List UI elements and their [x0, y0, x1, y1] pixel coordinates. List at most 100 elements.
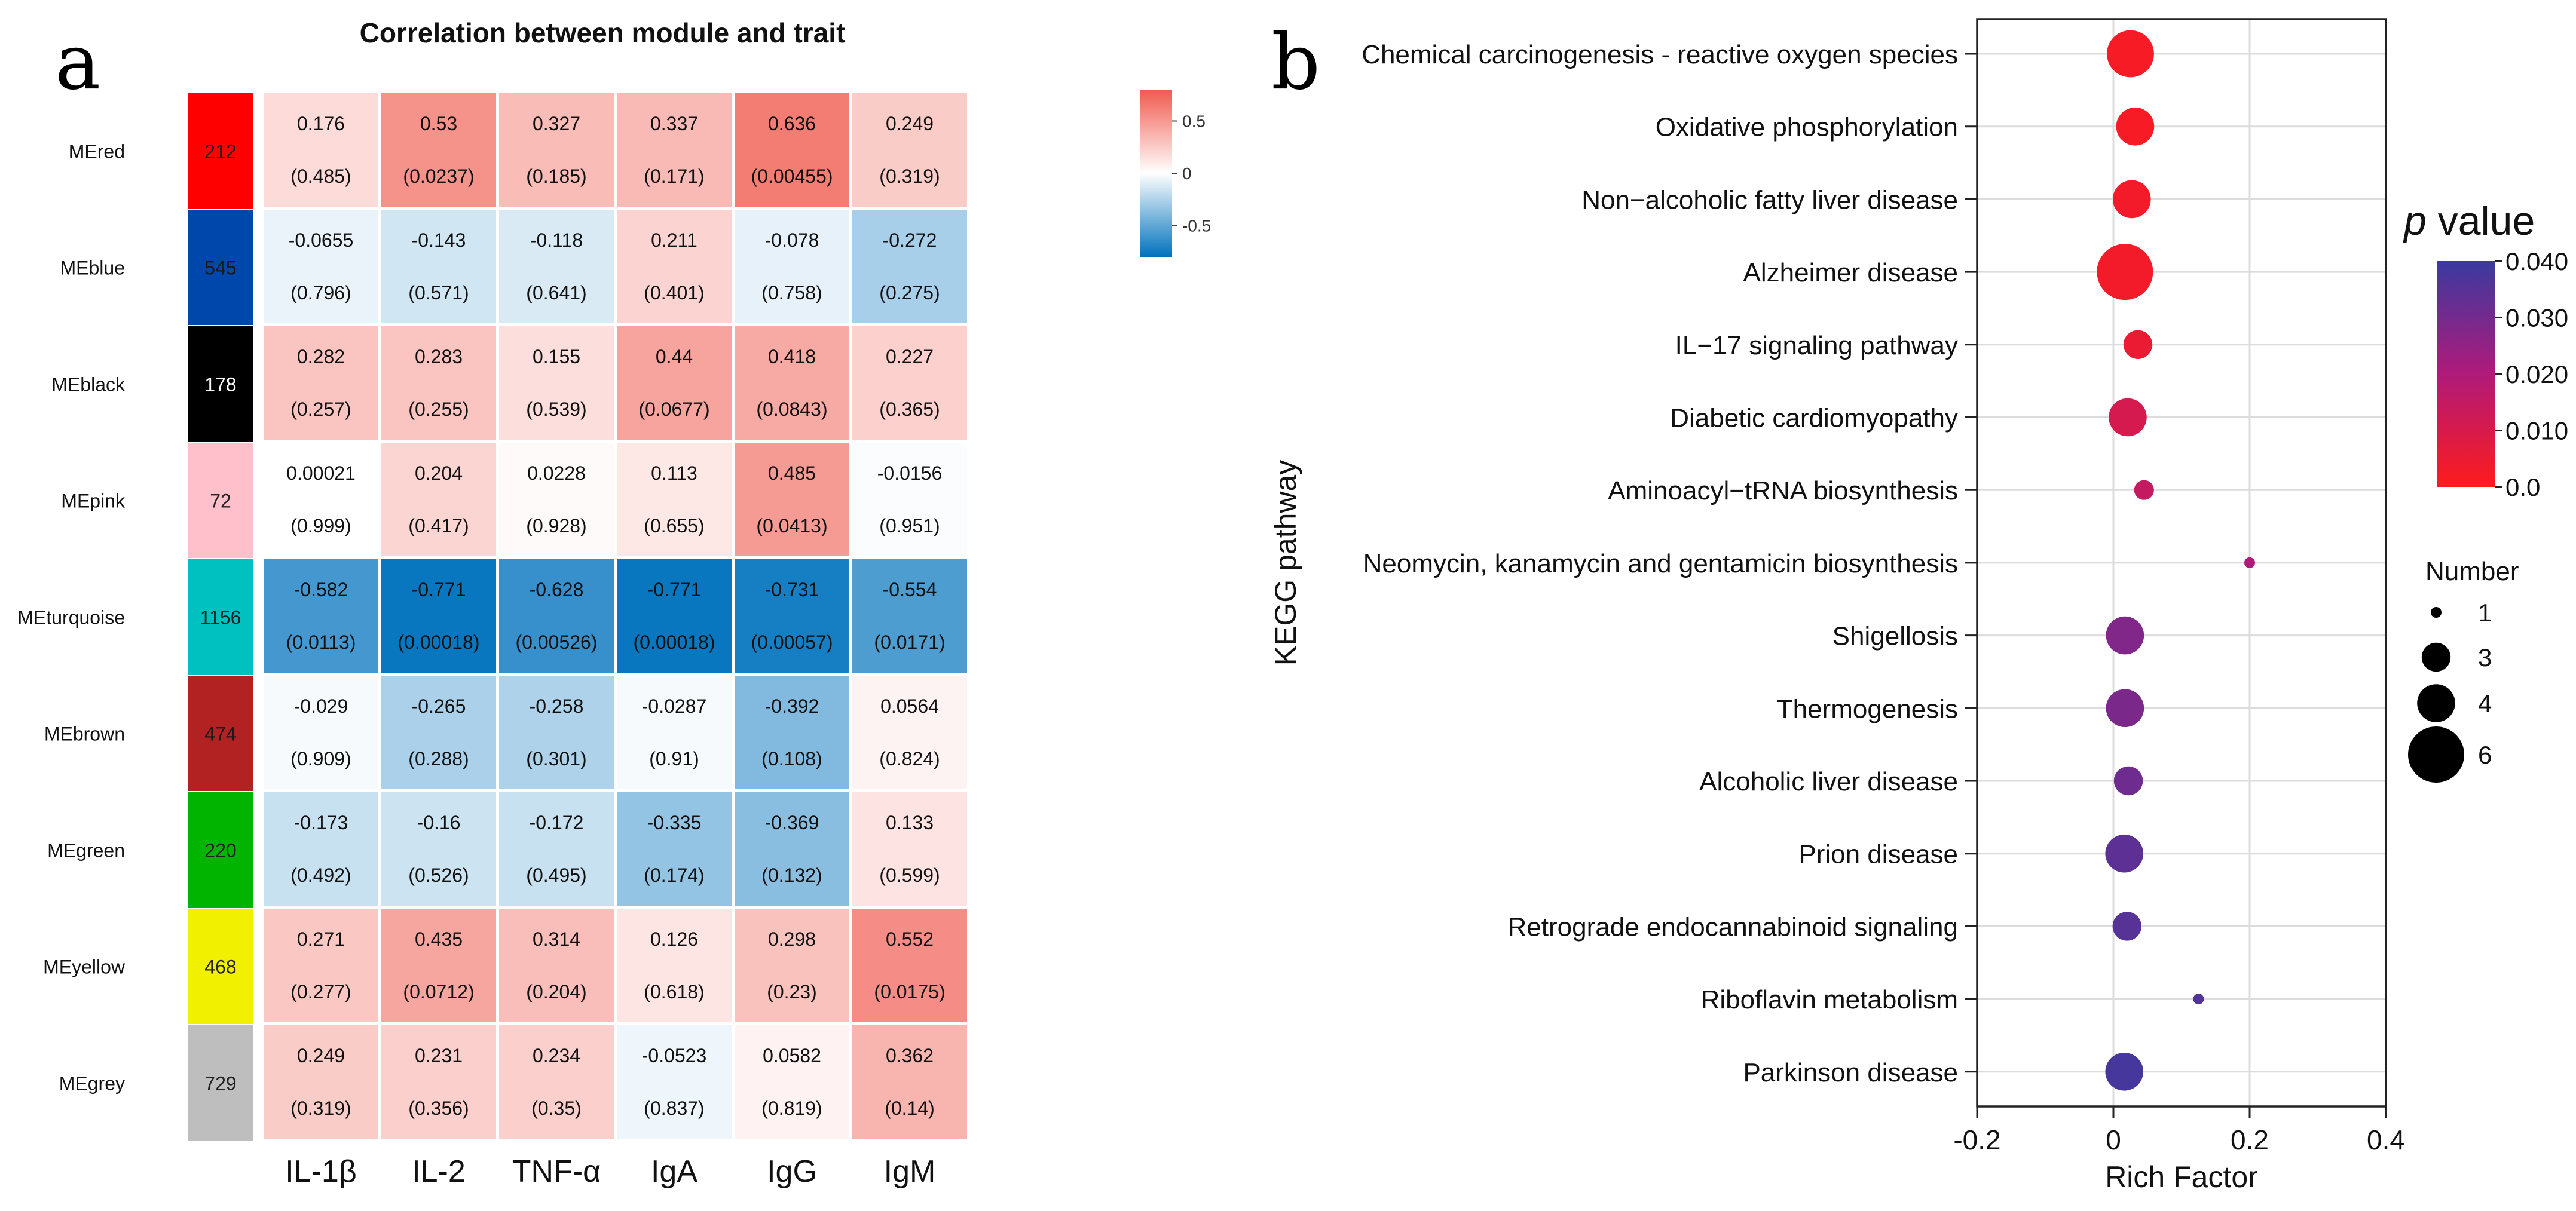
cell-correlation: 0.113: [651, 462, 697, 484]
heatmap-cell: [381, 792, 496, 906]
cell-correlation: 0.271: [297, 928, 345, 950]
cell-correlation: 0.552: [886, 928, 934, 950]
heatmap-title: Correlation between module and trait: [360, 17, 846, 48]
trait-label: IgA: [651, 1154, 697, 1189]
heatmap-cells: 0.176 (0.485) 0.53 (0.0237) 0.327 (0.185) 0.33…: [264, 93, 967, 1139]
panel-label-b: b: [1271, 18, 1320, 107]
module-color-bars: MEred 212 MEblue 545 MEblack 178 MEpink 72 MEtur…: [17, 93, 253, 1141]
cell-p-value: (0.356): [408, 1097, 469, 1119]
heatmap-cell: [852, 210, 967, 323]
module-gene-count: 212: [204, 141, 236, 163]
cell-correlation: 0.211: [651, 229, 697, 251]
module-gene-count: 474: [204, 723, 236, 745]
heatmap-cell: [499, 1025, 614, 1139]
heatmap-cell: [617, 210, 732, 323]
p-value-legend: p value 0.040 0.030 0.020 0.010 0.0: [2403, 198, 2568, 501]
heatmap-cell: [264, 559, 378, 673]
cell-correlation: 0.327: [533, 113, 580, 134]
heatmap-cell: [735, 909, 849, 1022]
cell-p-value: (0.204): [526, 981, 586, 1002]
cell-p-value: (0.0113): [286, 631, 356, 653]
heatmap-cell: [381, 443, 496, 556]
heatmap-cell: [852, 792, 967, 906]
pathway-label: Alzheimer disease: [1743, 258, 1959, 287]
cell-p-value: (0.0413): [756, 515, 827, 536]
heatmap-cell: [499, 93, 614, 207]
pathway-label: Diabetic cardiomyopathy: [1670, 404, 1958, 433]
cell-correlation: 0.231: [415, 1045, 463, 1066]
cell-correlation: 0.176: [297, 113, 345, 134]
correlation-colorbar: 0.5 0 -0.5: [1140, 90, 1211, 257]
heatmap-cell: [617, 559, 732, 673]
cell-p-value: (0.526): [408, 864, 469, 886]
cell-correlation: 0.227: [886, 346, 934, 367]
module-color-swatch: [188, 326, 253, 442]
pathway-label: Non−alcoholic fatty liver disease: [1581, 185, 1958, 214]
pathway-bubble: [2116, 107, 2155, 146]
module-name: MEbrown: [44, 723, 125, 745]
cell-correlation: -0.143: [412, 229, 466, 251]
heatmap-cell: [852, 909, 967, 1022]
cell-correlation: -0.369: [765, 812, 819, 833]
cell-p-value: (0.174): [644, 864, 704, 886]
cell-correlation: 0.283: [415, 346, 463, 367]
module-name: MEyellow: [43, 956, 126, 978]
cell-p-value: (0.401): [644, 282, 704, 303]
heatmap-cell: [852, 326, 967, 440]
heatmap-cell: [381, 1025, 496, 1139]
heatmap-cell: [499, 559, 614, 673]
module-color-swatch: [188, 443, 253, 558]
pathway-bubble: [2113, 766, 2143, 796]
cell-p-value: (0.171): [644, 165, 704, 187]
pathway-label: Thermogenesis: [1777, 694, 1958, 723]
cell-correlation: -0.731: [765, 579, 819, 600]
cell-p-value: (0.485): [290, 165, 351, 187]
cell-correlation: 0.53: [420, 113, 457, 134]
p-value-ticks: 0.040 0.030 0.020 0.010 0.0: [2495, 247, 2568, 501]
trait-label: IL-2: [412, 1154, 466, 1189]
cell-correlation: -0.118: [530, 229, 583, 251]
pathway-label: Alcoholic liver disease: [1699, 767, 1958, 796]
module-name: MEturquoise: [17, 607, 125, 629]
cell-p-value: (0.0171): [874, 631, 945, 653]
module-gene-count: 178: [204, 374, 236, 396]
cell-p-value: (0.837): [644, 1097, 704, 1119]
grid: [1977, 19, 2386, 1106]
heatmap-cell: [617, 93, 732, 207]
y-axis: Chemical carcinogenesis - reactive oxyge…: [1362, 40, 1977, 1087]
heatmap-cell: [499, 676, 614, 789]
pathway-label: Parkinson disease: [1743, 1058, 1958, 1087]
cell-correlation: 0.249: [886, 113, 934, 134]
heatmap-cell: [735, 93, 849, 207]
module-name: MEblack: [51, 374, 126, 396]
cell-correlation: -0.628: [530, 579, 584, 600]
pathway-bubble: [2123, 330, 2153, 359]
colorbar-tick-label: 0.5: [1182, 112, 1206, 131]
cell-p-value: (0.301): [526, 748, 586, 769]
module-gene-count: 545: [204, 257, 236, 279]
pathway-label: Oxidative phosphorylation: [1656, 113, 1958, 142]
pathway-label: IL−17 signaling pathway: [1675, 331, 1958, 360]
module-gene-count: 72: [210, 490, 231, 512]
cell-correlation: -0.258: [530, 695, 584, 717]
heatmap-cell: [264, 676, 378, 789]
cell-p-value: (0.108): [761, 748, 822, 769]
cell-p-value: (0.539): [526, 398, 586, 420]
heatmap-cell: [381, 909, 496, 1022]
cell-p-value: (0.999): [290, 515, 351, 536]
cell-p-value: (0.185): [526, 165, 586, 187]
pathway-bubble: [2105, 834, 2144, 873]
heatmap-cell: [499, 792, 614, 906]
cell-correlation: -0.172: [530, 812, 584, 833]
pathway-bubble: [2106, 689, 2144, 728]
number-legend-bubble: [2408, 726, 2464, 783]
bubbles: [2097, 30, 2255, 1091]
pathway-label: Neomycin, kanamycin and gentamicin biosy…: [1363, 549, 1958, 578]
number-legend-bubble: [2417, 684, 2455, 722]
x-axis-title: Rich Factor: [2105, 1160, 2258, 1194]
cell-p-value: (0.951): [879, 515, 940, 536]
module-color-swatch: [188, 559, 253, 675]
heatmap-cell: [617, 1025, 732, 1139]
pathway-label: Prion disease: [1798, 840, 1958, 869]
heatmap-cell: [735, 210, 849, 323]
